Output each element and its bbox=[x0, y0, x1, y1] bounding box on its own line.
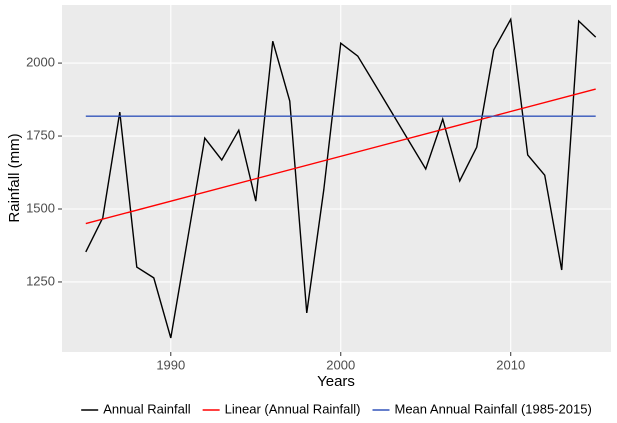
x-axis-title: Years bbox=[317, 373, 355, 390]
series-line bbox=[85, 17, 597, 339]
x-tick-label: 1990 bbox=[156, 357, 185, 372]
y-axis-title: Rainfall (mm) bbox=[6, 133, 23, 222]
y-tick-label: 2000 bbox=[26, 55, 55, 70]
series-line bbox=[85, 88, 596, 225]
y-tick-label: 1750 bbox=[26, 127, 55, 142]
legend-label: Mean Annual Rainfall (1985-2015) bbox=[395, 401, 592, 416]
panel bbox=[62, 5, 611, 352]
legend-label: Linear (Annual Rainfall) bbox=[225, 401, 361, 416]
x-tick-label: 2000 bbox=[326, 357, 355, 372]
x-tick-label: 2010 bbox=[496, 357, 525, 372]
y-tick-label: 1500 bbox=[26, 200, 55, 215]
y-tick-label: 1250 bbox=[26, 273, 55, 288]
legend-label: Annual Rainfall bbox=[103, 401, 191, 416]
